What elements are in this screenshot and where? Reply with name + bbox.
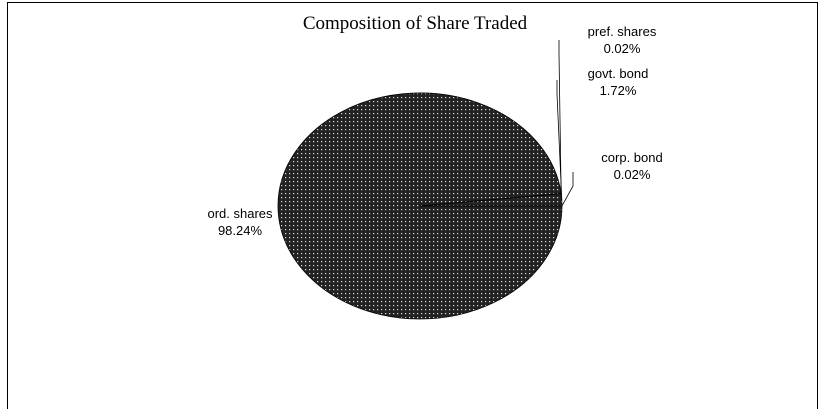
slice-value-label: 98.24% [218,223,263,238]
leader-line [558,40,562,194]
slice-label: pref. shares [588,24,657,39]
slice-label: govt. bond [588,66,649,81]
slice-label: ord. shares [207,206,273,221]
slice-label: corp. bond [601,150,662,165]
slice-value-label: 0.02% [614,167,651,182]
slice-value-label: 1.72% [600,83,637,98]
leader-line [556,80,563,200]
chart-frame [7,2,818,409]
slice-value-label: 0.02% [604,41,641,56]
leader-line [561,172,574,207]
chart-title: Composition of Share Traded [303,13,528,34]
